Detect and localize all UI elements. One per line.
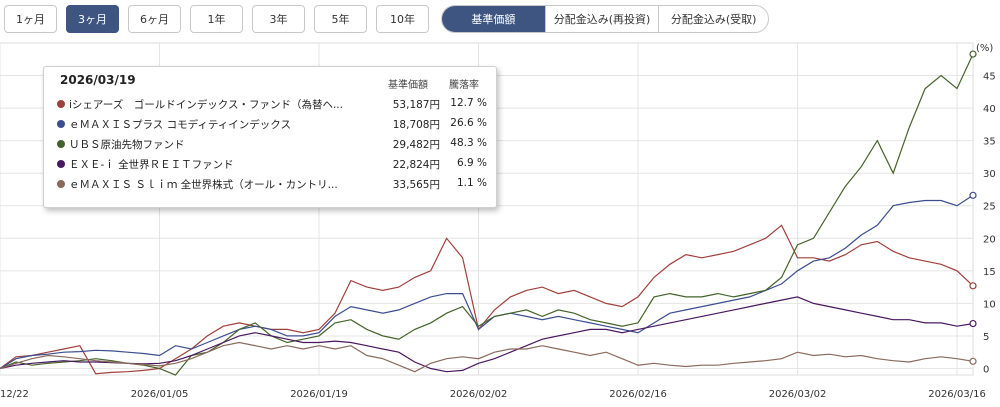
mode-tab-0[interactable]: 基準価額 (442, 6, 545, 32)
y-tick-label: 35 (983, 137, 996, 148)
period-button-6[interactable]: 10年 (376, 5, 429, 33)
tooltip-fund-name: ｅＭＡＸＩＳプラス コモディティインデックス (69, 119, 291, 131)
x-tick-label: 2026/02/16 (609, 389, 667, 400)
y-tick-label: 5 (983, 332, 989, 343)
x-tick-label: 2026/01/19 (290, 389, 348, 400)
tooltip-col-price: 基準価額 (388, 80, 428, 91)
period-button-3[interactable]: 1年 (190, 5, 243, 33)
tooltip-rate: 48.3 % (450, 137, 487, 149)
series-line-3 (0, 296, 974, 373)
tooltip-fund-name: ＵＢＳ原油先物ファンド (69, 139, 185, 151)
series-dot (57, 100, 65, 108)
tooltip-col-rate: 騰落率 (449, 80, 479, 91)
x-tick-label: 2026/01/05 (131, 389, 189, 400)
series-line-0 (0, 224, 974, 375)
series-dot (57, 120, 65, 128)
tooltip-rate: 1.1 % (456, 177, 487, 189)
x-tick-label: 2026/02/02 (450, 389, 508, 400)
y-tick-label: 10 (983, 299, 996, 310)
tooltip-rate: 6.9 % (456, 157, 487, 169)
y-tick-label: 15 (983, 267, 996, 278)
tooltip-fund-name: ｅＭＡＸＩＳ Ｓｌｉｍ 全世界株式（オール・カントリ... (69, 179, 338, 191)
y-tick-label: 0 (983, 364, 989, 375)
y-tick-label: 40 (983, 104, 996, 115)
y-tick-label: 30 (983, 169, 996, 180)
series-dot (57, 160, 65, 168)
series-line-2 (0, 53, 974, 376)
series-end-marker-0 (969, 282, 977, 290)
tooltip-row: iシェアーズ ゴールドインデックス・ファンド（為替ヘ... 53,187円 12.7… (54, 95, 494, 114)
period-button-2[interactable]: 6ヶ月 (128, 5, 181, 33)
series-end-marker-4 (969, 357, 977, 365)
tooltip-row: ｅＭＡＸＩＳ Ｓｌｉｍ 全世界株式（オール・カントリ... 33,565円 1.1 … (54, 175, 494, 194)
tooltip-price: 18,708円 (392, 119, 440, 131)
series-end-marker-3 (969, 319, 977, 328)
series-end-marker-2 (969, 50, 977, 58)
series-line-1 (0, 194, 974, 370)
period-button-5[interactable]: 5年 (314, 5, 367, 33)
y-tick-label: 20 (983, 234, 996, 245)
series-line-4 (0, 341, 974, 373)
y-tick-label: 25 (983, 202, 996, 213)
x-tick-label: 2026/03/02 (769, 389, 827, 400)
mode-tab-2[interactable]: 分配金込み(受取) (658, 6, 768, 32)
tooltip-row: ｅＭＡＸＩＳプラス コモディティインデックス 18,708円 26.6 % (54, 115, 494, 134)
tooltip-date: 2026/03/19 (60, 73, 136, 87)
x-tick-label: 2026/03/16 (928, 389, 986, 400)
period-button-0[interactable]: 1ヶ月 (4, 5, 57, 33)
y-tick-label: 45 (983, 72, 996, 83)
tooltip-price: 22,824円 (392, 159, 440, 171)
tooltip-fund-name: iシェアーズ ゴールドインデックス・ファンド（為替ヘ... (69, 99, 343, 111)
tooltip-price: 29,482円 (392, 139, 440, 151)
tooltip-row: ＥＸＥ-ｉ 全世界ＲＥＩＴファンド 22,824円 6.9 % (54, 155, 494, 174)
tooltip-rate: 12.7 % (450, 97, 487, 109)
series-end-marker-1 (969, 191, 977, 199)
tooltip-price: 53,187円 (392, 99, 440, 111)
period-button-1[interactable]: 3ヶ月 (66, 5, 119, 33)
tooltip-fund-name: ＥＸＥ-ｉ 全世界ＲＥＩＴファンド (69, 159, 234, 171)
tooltip: 2026/03/19 基準価額 騰落率 iシェアーズ ゴールドインデックス・ファ… (43, 66, 497, 208)
mode-tabs: 基準価額 分配金込み(再投資) 分配金込み(受取) (441, 5, 769, 33)
tooltip-row: ＵＢＳ原油先物ファンド 29,482円 48.3 % (54, 135, 494, 154)
period-button-4[interactable]: 3年 (252, 5, 305, 33)
series-dot (57, 180, 65, 188)
mode-tab-1[interactable]: 分配金込み(再投資) (544, 6, 659, 32)
tooltip-price: 33,565円 (392, 179, 440, 191)
series-dot (57, 140, 65, 148)
y-unit-label: (%) (976, 43, 993, 54)
tooltip-rate: 26.6 % (450, 117, 487, 129)
